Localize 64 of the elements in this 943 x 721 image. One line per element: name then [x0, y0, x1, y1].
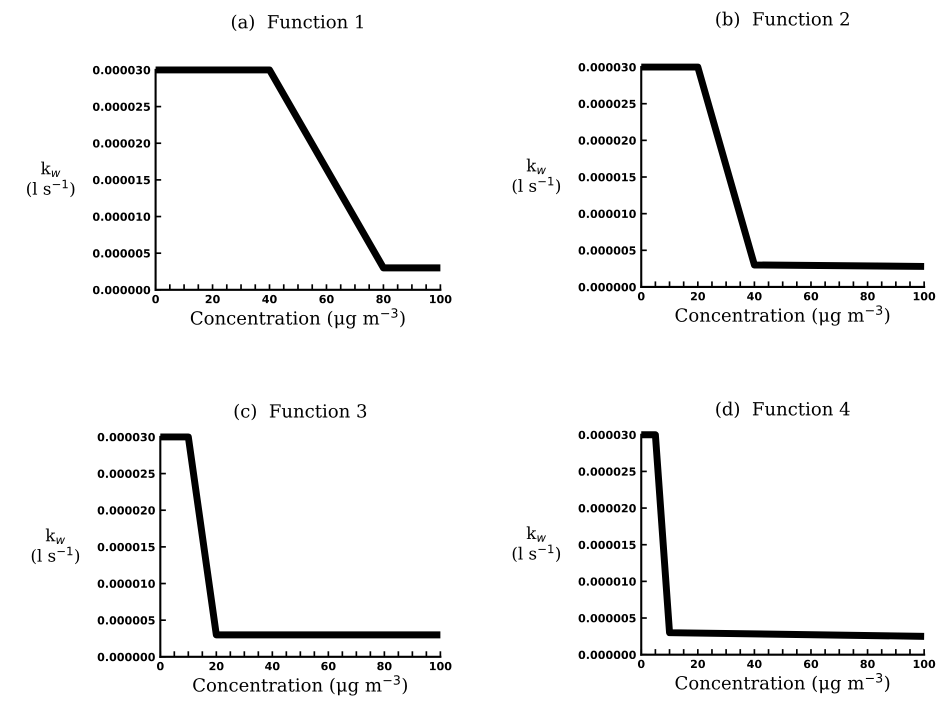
y-tick-label: 0.000010: [578, 210, 636, 218]
y-tick-label: 0.000000: [578, 650, 636, 660]
x-tick-label: 100: [914, 660, 936, 668]
x-axis-title: Concentration (μg m$^{−3}$): [193, 675, 407, 696]
x-tick-label: 60: [804, 660, 818, 668]
x-tick-label: 0: [156, 662, 164, 670]
y-tick-label: 0.000000: [578, 282, 636, 292]
x-tick-label: 80: [377, 662, 392, 670]
chart-title: (c) Function 3: [234, 404, 366, 420]
x-tick-label: 20: [206, 294, 220, 304]
y-tick-label: 0.000010: [578, 577, 636, 586]
x-tick-label: 80: [860, 660, 875, 668]
x-tick-label: 20: [209, 662, 224, 670]
y-tick-label: 0.000005: [578, 246, 636, 255]
y-tick-label: 0.000005: [92, 249, 150, 258]
y-axis-title: k$_{w}$ (l s$^{−1}$): [32, 528, 80, 564]
x-tick-label: 0: [152, 294, 159, 304]
y-tick-label: 0.000015: [578, 172, 636, 182]
y-tick-label: 0.000000: [98, 652, 155, 662]
y-tick-label: 0.000025: [578, 467, 636, 476]
x-tick-label: 40: [262, 294, 277, 304]
y-tick-label: 0.000015: [578, 540, 636, 550]
y-tick-label: 0.000015: [98, 542, 155, 552]
x-axis-title: Concentration (μg m$^{−3}$): [676, 305, 890, 326]
x-axis-title: Concentration (μg m$^{−3}$): [190, 308, 405, 329]
y-tick-label: 0.000015: [92, 176, 150, 184]
x-tick-label: 20: [690, 660, 706, 668]
y-tick-label: 0.000020: [98, 506, 155, 515]
x-tick-label: 0: [638, 292, 645, 300]
y-axis-title: k$_{w}$ (l s$^{−1}$): [512, 158, 560, 194]
y-axis-title: k$_{w}$ (l s$^{−1}$): [27, 162, 74, 198]
y-tick-label: 0.000000: [92, 286, 150, 294]
y-tick-label: 0.000010: [98, 580, 155, 588]
y-tick-label: 0.000025: [92, 102, 150, 111]
x-tick-label: 40: [265, 662, 280, 670]
y-tick-label: 0.000030: [92, 66, 150, 74]
x-tick-label: 60: [319, 294, 334, 304]
x-tick-label: 60: [321, 662, 336, 670]
y-tick-label: 0.000030: [578, 430, 636, 440]
y-tick-label: 0.000030: [578, 63, 636, 72]
x-tick-label: 100: [914, 292, 936, 300]
x-tick-label: 80: [860, 292, 875, 300]
x-tick-label: 20: [690, 292, 706, 300]
chart-title: (b) Function 2: [716, 12, 849, 28]
x-tick-label: 100: [430, 662, 452, 670]
x-tick-label: 80: [376, 294, 391, 304]
y-axis-title: k$_{w}$ (l s$^{−1}$): [512, 526, 560, 562]
y-tick-label: 0.000020: [578, 504, 636, 512]
y-tick-label: 0.000010: [92, 212, 150, 221]
y-tick-label: 0.000025: [98, 470, 155, 478]
y-tick-label: 0.000005: [578, 614, 636, 622]
x-axis-title: Concentration (μg m$^{−3}$): [676, 673, 890, 694]
chart-title: (d) Function 4: [716, 402, 850, 418]
y-tick-label: 0.000005: [98, 616, 155, 625]
x-tick-label: 40: [747, 292, 762, 300]
x-tick-label: 40: [747, 660, 762, 668]
y-tick-label: 0.000020: [578, 136, 636, 145]
chart-title: (a) Function 1: [232, 14, 363, 32]
x-tick-label: 0: [638, 660, 645, 668]
x-tick-label: 100: [430, 294, 452, 304]
y-tick-label: 0.000025: [578, 100, 636, 108]
x-tick-label: 60: [804, 292, 818, 300]
y-tick-label: 0.000020: [92, 139, 150, 148]
y-tick-label: 0.000030: [98, 432, 155, 442]
